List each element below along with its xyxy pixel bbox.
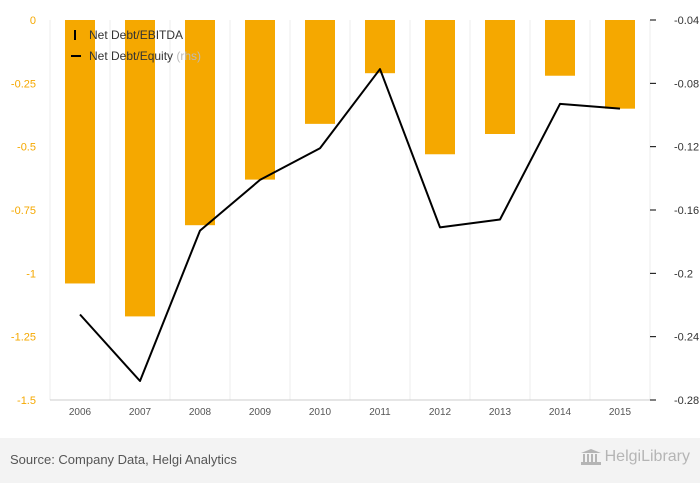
y-right-tick-label: -0.28 xyxy=(674,395,699,407)
x-tick-label: 2013 xyxy=(489,407,512,418)
bar xyxy=(125,20,155,317)
y-right-tick-label: -0.2 xyxy=(674,268,693,280)
bar xyxy=(185,20,215,226)
y-right-tick-label: -0.24 xyxy=(674,332,699,344)
legend-label-equity-name: Net Debt/Equity xyxy=(89,49,173,63)
bar xyxy=(245,20,275,180)
bars-series xyxy=(65,20,635,317)
y-axis-left: 0 -0.25 -0.5 -0.75 -1 -1.25 -1.5 xyxy=(11,15,36,407)
x-tick-label: 2014 xyxy=(549,407,572,418)
line-series xyxy=(79,68,621,382)
legend: Net Debt/EBITDA Net Debt/Equity (rhs) xyxy=(71,28,201,63)
x-tick-label: 2011 xyxy=(369,407,391,418)
y-left-tick-label: -1.5 xyxy=(17,395,36,407)
y-left-tick-label: -0.5 xyxy=(17,142,36,154)
bar xyxy=(485,20,515,134)
bar xyxy=(305,20,335,124)
line-path xyxy=(79,68,621,382)
y-left-tick-label: 0 xyxy=(30,15,36,27)
x-tick-label: 2012 xyxy=(429,407,452,418)
footer: Source: Company Data, Helgi Analytics He… xyxy=(0,438,700,483)
x-tick-label: 2010 xyxy=(309,407,332,418)
y-right-tick-label: -0.12 xyxy=(674,142,699,154)
y-right-tick-label: -0.04 xyxy=(674,15,699,27)
x-tick-label: 2015 xyxy=(609,407,632,418)
x-axis: 2006 2007 2008 2009 2010 2011 2012 2013 2014 2015 xyxy=(69,407,632,418)
y-right-tick-label: -0.16 xyxy=(674,205,699,217)
legend-label-equity-suffix: (rhs) xyxy=(176,49,201,63)
source-text: Source: Company Data, Helgi Analytics xyxy=(10,452,237,467)
y-axis-right: -0.04 -0.08 -0.12 -0.16 -0.2 -0.24 -0.28 xyxy=(650,15,699,407)
bar xyxy=(605,20,635,109)
x-tick-label: 2006 xyxy=(69,407,92,418)
bar xyxy=(425,20,455,155)
legend-label-ebitda: Net Debt/EBITDA xyxy=(89,28,183,42)
bar xyxy=(365,20,395,74)
legend-label-equity: Net Debt/Equity (rhs) xyxy=(89,49,201,63)
legend-swatch-bar xyxy=(74,30,76,40)
x-tick-label: 2009 xyxy=(249,407,272,418)
bar xyxy=(545,20,575,76)
y-left-tick-label: -0.25 xyxy=(11,78,36,90)
y-left-tick-label: -0.75 xyxy=(11,205,36,217)
chart: 0-0.25-0.5-0.75-1-1.25-1.5 -0.04-0.08-0.… xyxy=(11,15,699,418)
bar xyxy=(65,20,95,284)
building-icon xyxy=(580,449,601,465)
y-right-tick-label: -0.08 xyxy=(674,78,699,90)
x-tick-label: 2007 xyxy=(129,407,152,418)
logo-text: HelgiLibrary xyxy=(604,448,690,465)
y-left-tick-label: -1.25 xyxy=(11,332,36,344)
y-left-tick-label: -1 xyxy=(26,268,36,280)
x-tick-label: 2008 xyxy=(189,407,212,418)
helgi-library-logo[interactable]: HelgiLibrary xyxy=(580,448,690,466)
